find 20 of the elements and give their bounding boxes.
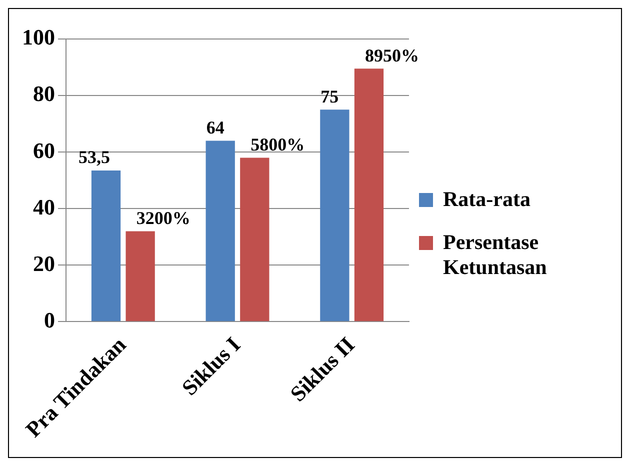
legend-label: Rata-rata: [443, 186, 530, 212]
data-label: 75: [320, 86, 339, 106]
bar: [126, 231, 155, 322]
bar: [206, 140, 235, 322]
bar: [354, 68, 384, 322]
y-tick-label: 60: [33, 138, 55, 163]
legend-label: Persentase Ketuntasan: [443, 230, 548, 280]
data-label: 5800%: [250, 134, 305, 154]
bar: [91, 170, 121, 322]
y-tick-label: 80: [33, 81, 55, 106]
data-label: 53,5: [78, 147, 110, 168]
y-tick-label: 100: [22, 24, 55, 50]
data-label: 3200%: [136, 208, 190, 228]
bar: [320, 110, 350, 322]
data-label: 8950%: [364, 45, 419, 66]
y-tick-label: 0: [44, 307, 55, 332]
data-label: 64: [206, 117, 224, 138]
y-tick-label: 20: [33, 250, 55, 276]
y-tick-label: 40: [33, 194, 55, 220]
bar: [240, 158, 270, 322]
